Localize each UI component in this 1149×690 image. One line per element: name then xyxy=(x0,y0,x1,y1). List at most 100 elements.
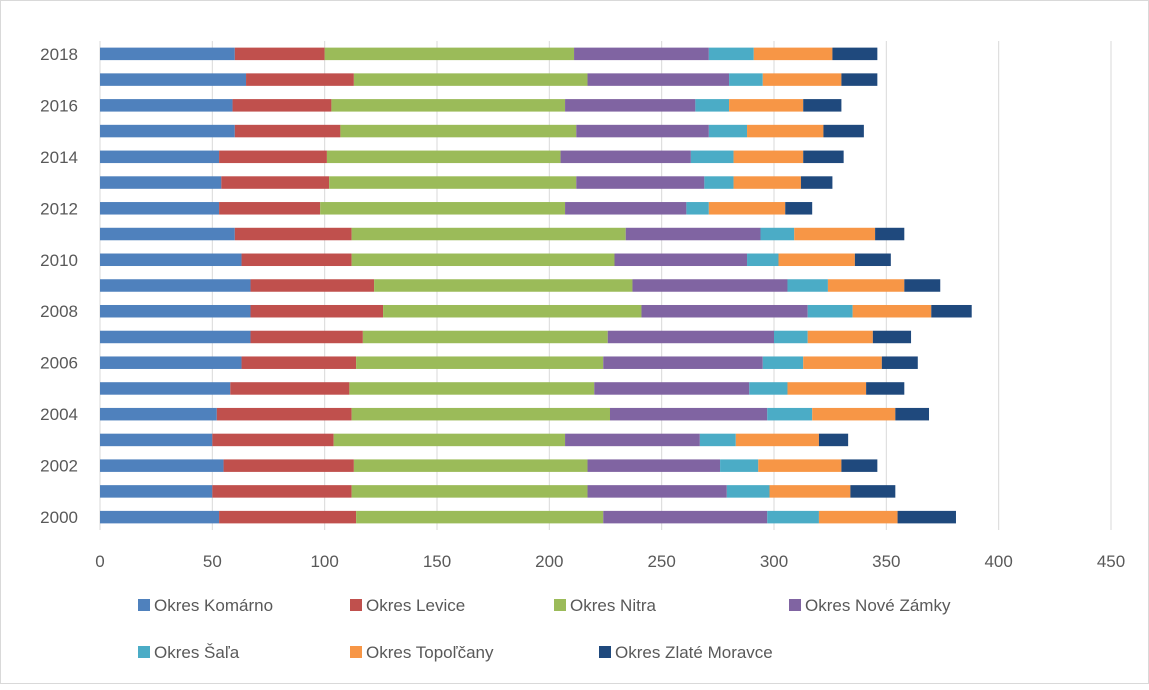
bar-2011-series-5 xyxy=(794,227,876,241)
bar-2018-series-4 xyxy=(708,47,754,61)
bar-2015-series-6 xyxy=(823,124,864,138)
legend-item-4: Okres Šaľa xyxy=(138,643,240,662)
bar-2010-series-4 xyxy=(747,253,779,267)
bar-2017-series-2 xyxy=(353,73,588,86)
bar-2005-series-2 xyxy=(349,382,595,395)
bar-2013-series-0 xyxy=(100,176,222,189)
bar-2013-series-1 xyxy=(221,176,330,189)
bar-2018-series-6 xyxy=(832,47,878,61)
bar-2001-series-3 xyxy=(587,485,727,498)
bar-2007-series-1 xyxy=(250,330,363,344)
bar-2018-series-2 xyxy=(324,47,575,61)
bar-2007-series-2 xyxy=(362,330,608,344)
bar-2016-series-6 xyxy=(803,99,842,112)
x-tick-label-50: 50 xyxy=(203,552,222,571)
bar-2001-series-4 xyxy=(726,485,770,498)
legend-label: Okres Levice xyxy=(366,596,465,615)
bar-2000-series-6 xyxy=(897,510,956,524)
y-tick-label-2006: 2006 xyxy=(40,354,78,373)
legend-item-1: Okres Levice xyxy=(350,596,465,615)
bar-2007-series-5 xyxy=(807,330,873,344)
bar-2004-series-1 xyxy=(216,407,352,421)
bar-2008-series-5 xyxy=(852,304,932,318)
bar-2012-series-2 xyxy=(320,202,566,215)
bar-2007-series-4 xyxy=(774,330,808,344)
bar-2009-series-2 xyxy=(374,279,633,292)
bar-2004-series-2 xyxy=(351,407,610,421)
legend-label: Okres Šaľa xyxy=(154,643,240,662)
bar-2003-series-1 xyxy=(212,433,334,447)
bar-2000-series-3 xyxy=(603,510,768,524)
legend-swatch xyxy=(138,646,150,658)
bar-2018-series-0 xyxy=(100,47,235,61)
bar-2003-series-5 xyxy=(735,433,819,447)
bar-2014-series-3 xyxy=(560,150,691,164)
bar-2013-series-2 xyxy=(329,176,577,189)
bar-2003-series-3 xyxy=(565,433,700,447)
bar-2003-series-6 xyxy=(818,433,849,447)
bar-2017-series-3 xyxy=(587,73,730,86)
bar-2005-series-4 xyxy=(749,382,788,395)
legend-item-6: Okres Zlaté Moravce xyxy=(599,643,773,662)
bar-2001-series-1 xyxy=(212,485,352,498)
bar-2002-series-3 xyxy=(587,459,721,472)
legend: Okres Komárno Okres Levice Okres Nitra Okre… xyxy=(138,596,951,662)
bar-2010-series-5 xyxy=(778,253,855,267)
bar-2006-series-2 xyxy=(356,356,604,369)
bar-2004-series-6 xyxy=(895,407,930,421)
x-tick-label-100: 100 xyxy=(310,552,338,571)
bar-2002-series-2 xyxy=(353,459,588,472)
bar-2014-series-2 xyxy=(326,150,561,164)
bar-2007-series-6 xyxy=(872,330,912,344)
bar-2015-series-3 xyxy=(576,124,709,138)
bar-2011-series-6 xyxy=(875,227,905,241)
x-tick-label-350: 350 xyxy=(872,552,900,571)
legend-item-3: Okres Nové Zámky xyxy=(789,596,951,615)
bar-2016-series-1 xyxy=(232,99,332,112)
bar-2017-series-0 xyxy=(100,73,247,86)
legend-item-0: Okres Komárno xyxy=(138,596,273,615)
bar-2016-series-0 xyxy=(100,99,233,112)
bar-2017-series-4 xyxy=(729,73,763,86)
legend-label: Okres Nové Zámky xyxy=(805,596,951,615)
legend-swatch xyxy=(789,599,801,611)
y-tick-label-2008: 2008 xyxy=(40,302,78,321)
bar-2012-series-5 xyxy=(708,202,786,215)
bar-2012-series-3 xyxy=(565,202,687,215)
bar-2011-series-4 xyxy=(760,227,795,241)
bar-2003-series-0 xyxy=(100,433,213,447)
bar-2006-series-0 xyxy=(100,356,242,369)
legend-swatch xyxy=(350,599,362,611)
bar-2014-series-1 xyxy=(219,150,327,164)
bar-2015-series-5 xyxy=(747,124,824,138)
bar-2010-series-3 xyxy=(614,253,748,267)
bar-2010-series-0 xyxy=(100,253,242,267)
bar-2005-series-5 xyxy=(787,382,867,395)
bar-2018-series-5 xyxy=(753,47,833,61)
bar-2007-series-0 xyxy=(100,330,251,344)
bar-2006-series-3 xyxy=(603,356,763,369)
y-tick-label-2000: 2000 xyxy=(40,508,78,527)
bar-2006-series-1 xyxy=(241,356,357,369)
bar-2001-series-6 xyxy=(850,485,896,498)
bar-2005-series-3 xyxy=(594,382,750,395)
bar-2010-series-6 xyxy=(854,253,891,267)
y-tick-label-2014: 2014 xyxy=(40,148,78,167)
y-tick-label-2016: 2016 xyxy=(40,96,78,115)
y-tick-label-2012: 2012 xyxy=(40,199,78,218)
bar-2013-series-3 xyxy=(576,176,705,189)
x-tick-label-200: 200 xyxy=(535,552,563,571)
bar-2015-series-4 xyxy=(708,124,748,138)
bar-2002-series-5 xyxy=(758,459,842,472)
bar-2002-series-6 xyxy=(841,459,878,472)
bar-2000-series-5 xyxy=(818,510,898,524)
bar-2001-series-5 xyxy=(769,485,851,498)
bar-2008-series-1 xyxy=(250,304,384,318)
legend-swatch xyxy=(599,646,611,658)
legend-swatch xyxy=(554,599,566,611)
bar-2015-series-2 xyxy=(340,124,577,138)
bar-2013-series-5 xyxy=(733,176,801,189)
bar-2001-series-2 xyxy=(351,485,588,498)
legend-label: Okres Nitra xyxy=(570,596,657,615)
bar-2009-series-1 xyxy=(250,279,375,292)
